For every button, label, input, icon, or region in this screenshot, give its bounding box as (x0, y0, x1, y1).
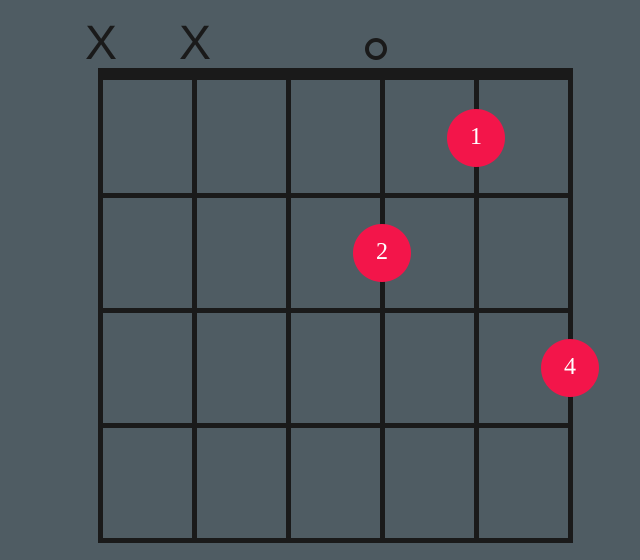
fret-4 (98, 538, 573, 543)
mute-marker-string-2: X (179, 16, 211, 71)
finger-dot-2: 2 (353, 224, 411, 282)
finger-label: 4 (564, 354, 576, 381)
finger-label: 1 (470, 124, 482, 151)
fret-3 (98, 423, 573, 428)
nut (98, 68, 573, 80)
finger-dot-4: 4 (541, 339, 599, 397)
finger-dot-1: 1 (447, 109, 505, 167)
finger-label: 2 (376, 239, 388, 266)
fret-2 (98, 308, 573, 313)
fret-1 (98, 193, 573, 198)
open-marker-string-4 (365, 38, 387, 60)
mute-marker-string-1: X (85, 16, 117, 71)
